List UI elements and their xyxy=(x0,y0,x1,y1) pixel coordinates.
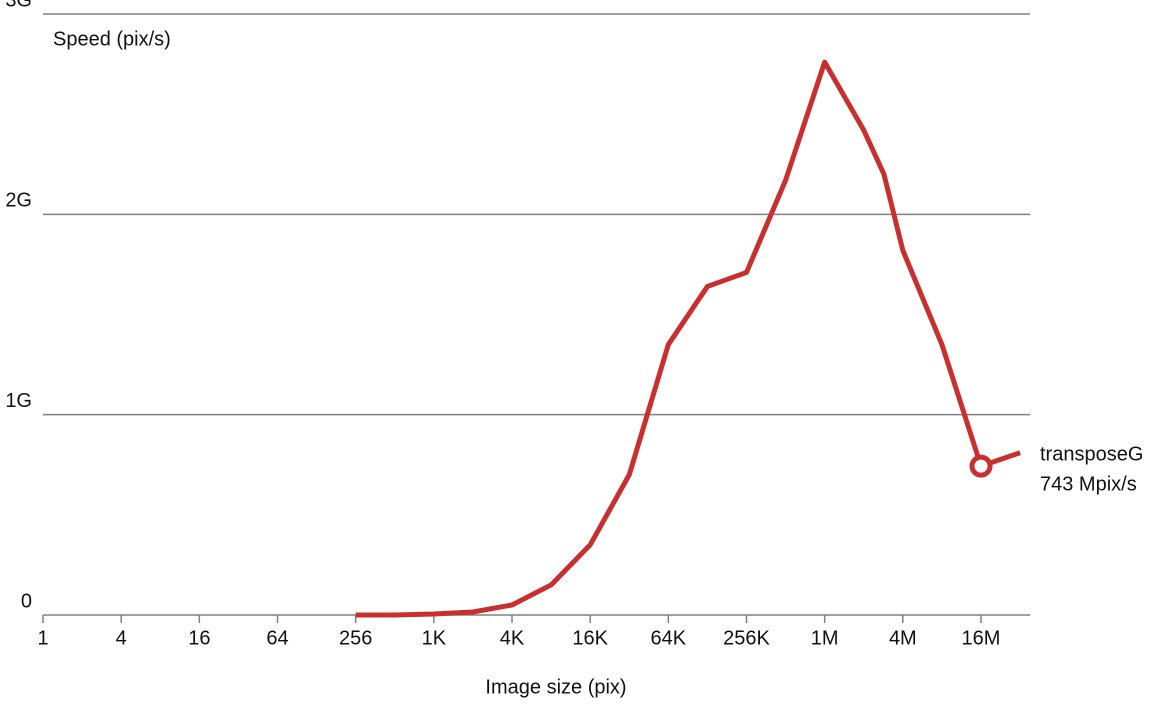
x-tick-label: 16M xyxy=(962,627,1001,649)
x-tick-label: 64K xyxy=(651,627,687,649)
annotation-value: 743 Mpix/s xyxy=(1040,473,1137,495)
y-axis-label: Speed (pix/s) xyxy=(53,28,171,50)
x-tick-label: 16 xyxy=(188,627,210,649)
x-tick-label: 1 xyxy=(37,627,48,649)
x-tick-label: 4K xyxy=(500,627,525,649)
y-tick-label: 2G xyxy=(5,190,32,212)
y-tick-label: 3G xyxy=(5,0,32,11)
x-tick-label: 1M xyxy=(811,627,839,649)
x-tick-label: 64 xyxy=(266,627,288,649)
data-line xyxy=(355,59,1021,618)
annotation-marker xyxy=(969,454,993,478)
x-tick-label: 4M xyxy=(889,627,917,649)
x-axis-label: Image size (pix) xyxy=(485,676,626,698)
y-tick-label: 0 xyxy=(21,590,32,612)
x-tick-label: 16K xyxy=(572,627,608,649)
y-tick-label: 1G xyxy=(5,390,32,412)
annotation-series-name: transposeG xyxy=(1040,443,1143,465)
x-tick-label: 4 xyxy=(116,627,127,649)
x-tick-label: 1K xyxy=(422,627,447,649)
x-tick-label: 256K xyxy=(723,627,770,649)
x-tick-label: 256 xyxy=(339,627,372,649)
